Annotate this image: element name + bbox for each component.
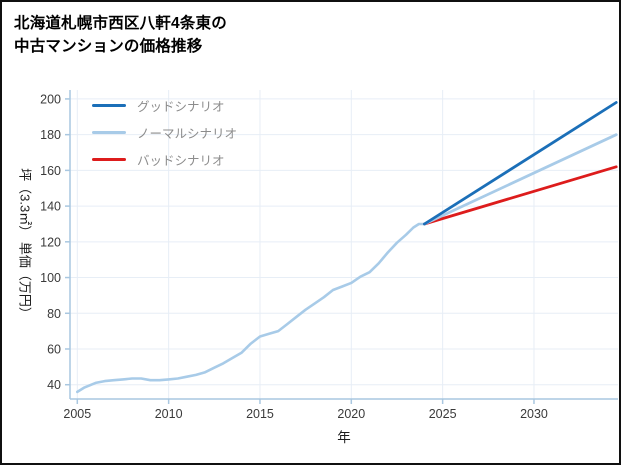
svg-text:2010: 2010 [155, 407, 183, 421]
svg-text:2005: 2005 [63, 407, 91, 421]
svg-text:2025: 2025 [429, 407, 457, 421]
svg-text:180: 180 [40, 128, 61, 142]
x-axis-label: 年 [337, 430, 351, 445]
svg-text:140: 140 [40, 200, 61, 214]
y-axis-label: 坪（3.3㎡） 単価（万円） [17, 168, 33, 320]
normal-scenario-line-swatch [92, 131, 126, 134]
svg-text:40: 40 [47, 378, 61, 392]
good-scenario-label: グッドシナリオ [137, 100, 225, 114]
chart-title-line2: 中古マンションの価格推移 [14, 38, 203, 56]
bad-scenario-label: バッドシナリオ [137, 154, 225, 168]
legend-item-good-scenario: グッドシナリオ [92, 92, 237, 119]
svg-text:2030: 2030 [520, 407, 548, 421]
chart-title: 北海道札幌市西区八軒4条東の 中古マンションの価格推移 [14, 12, 227, 59]
legend-item-bad-scenario: バッドシナリオ [92, 146, 237, 173]
chart-legend: グッドシナリオ ノーマルシナリオ バッドシナリオ [92, 92, 237, 173]
svg-text:120: 120 [40, 235, 61, 249]
svg-text:80: 80 [47, 307, 61, 321]
bad-scenario-line-swatch [92, 158, 126, 161]
legend-item-normal-scenario: ノーマルシナリオ [92, 119, 237, 146]
chart-title-line1: 北海道札幌市西区八軒4条東の [14, 15, 227, 32]
svg-text:100: 100 [40, 271, 61, 285]
svg-text:2015: 2015 [246, 407, 274, 421]
svg-text:2020: 2020 [337, 407, 365, 421]
svg-text:200: 200 [40, 92, 61, 106]
svg-text:160: 160 [40, 164, 61, 178]
good-scenario-line-swatch [92, 104, 126, 107]
svg-text:60: 60 [47, 342, 61, 356]
normal-scenario-label: ノーマルシナリオ [137, 127, 238, 141]
